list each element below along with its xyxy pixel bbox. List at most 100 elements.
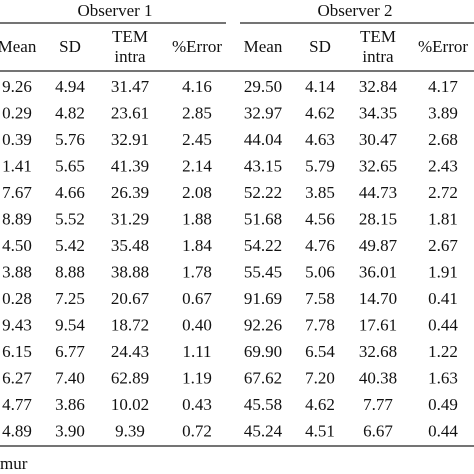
cell: 6.77 bbox=[55, 342, 85, 361]
column-header: SD bbox=[59, 37, 81, 56]
cell: 32.65 bbox=[359, 156, 397, 175]
cell: 38.88 bbox=[111, 262, 149, 281]
cell: 34.35 bbox=[359, 103, 397, 122]
cell: 5.52 bbox=[55, 209, 85, 228]
cell: 1.81 bbox=[428, 209, 458, 228]
cell: 4.76 bbox=[305, 236, 335, 255]
cell: 2.14 bbox=[182, 156, 212, 175]
cell: 4.63 bbox=[305, 130, 335, 149]
cell: 41.39 bbox=[111, 156, 149, 175]
cell: 2.43 bbox=[428, 156, 458, 175]
cell: 7.58 bbox=[305, 289, 335, 308]
column-header: TEM bbox=[112, 27, 148, 46]
cell: 4.77 bbox=[2, 395, 32, 414]
cell: 0.41 bbox=[428, 289, 458, 308]
cell: 4.94 bbox=[55, 77, 85, 96]
cell: 1.41 bbox=[2, 156, 32, 175]
cell: 1.11 bbox=[182, 342, 211, 361]
cell: 4.89 bbox=[2, 421, 32, 440]
cell: 6.67 bbox=[363, 421, 393, 440]
cell: 3.90 bbox=[55, 421, 85, 440]
cell: 45.24 bbox=[244, 421, 283, 440]
cell: 6.54 bbox=[305, 342, 335, 361]
cell: 7.77 bbox=[363, 395, 393, 414]
cell: 29.50 bbox=[244, 77, 282, 96]
cell: 51.68 bbox=[244, 209, 282, 228]
cell: 7.40 bbox=[55, 368, 85, 387]
cell: 43.15 bbox=[244, 156, 282, 175]
column-header: TEM bbox=[360, 27, 396, 46]
cell: 2.72 bbox=[428, 183, 458, 202]
cell: 69.90 bbox=[244, 342, 282, 361]
cell: 0.72 bbox=[182, 421, 212, 440]
cell: 1.88 bbox=[182, 209, 212, 228]
cell: 3.85 bbox=[305, 183, 335, 202]
cell: 45.58 bbox=[244, 395, 282, 414]
column-header: %Error bbox=[418, 37, 468, 56]
cell: 0.49 bbox=[428, 395, 458, 414]
cell: 2.68 bbox=[428, 130, 458, 149]
cell: 26.39 bbox=[111, 183, 149, 202]
cell: 4.66 bbox=[55, 183, 85, 202]
cell: 4.62 bbox=[305, 395, 335, 414]
cell: 32.97 bbox=[244, 103, 283, 122]
cell: 18.72 bbox=[111, 315, 149, 334]
cell: 35.48 bbox=[111, 236, 149, 255]
cell: 31.29 bbox=[111, 209, 149, 228]
cell: 5.65 bbox=[55, 156, 85, 175]
cell: 30.47 bbox=[359, 130, 398, 149]
cell: 4.51 bbox=[305, 421, 335, 440]
cell: 3.86 bbox=[55, 395, 85, 414]
cell: 40.38 bbox=[359, 368, 397, 387]
cell: 5.76 bbox=[55, 130, 85, 149]
cell: 20.67 bbox=[111, 289, 150, 308]
cell: 9.39 bbox=[115, 421, 145, 440]
cell: 1.19 bbox=[182, 368, 212, 387]
cell: 7.67 bbox=[2, 183, 32, 202]
cell: 44.04 bbox=[244, 130, 283, 149]
cell: 5.06 bbox=[305, 262, 335, 281]
cell: 1.78 bbox=[182, 262, 212, 281]
cell: 36.01 bbox=[359, 262, 397, 281]
column-header: intra bbox=[114, 47, 146, 66]
cell: 24.43 bbox=[111, 342, 149, 361]
cell: 55.45 bbox=[244, 262, 282, 281]
cell: 2.85 bbox=[182, 103, 212, 122]
cell: 17.61 bbox=[359, 315, 397, 334]
column-header: Mean bbox=[0, 37, 37, 56]
cell: 9.54 bbox=[55, 315, 85, 334]
cell: 1.63 bbox=[428, 368, 458, 387]
cell: 49.87 bbox=[359, 236, 398, 255]
cell: 6.27 bbox=[2, 368, 32, 387]
cell: 7.78 bbox=[305, 315, 335, 334]
cell: 1.22 bbox=[428, 342, 458, 361]
cell: 8.88 bbox=[55, 262, 85, 281]
cell: 44.73 bbox=[359, 183, 397, 202]
cell: 91.69 bbox=[244, 289, 282, 308]
cell: 3.88 bbox=[2, 262, 32, 281]
cell: 0.29 bbox=[2, 103, 32, 122]
cell: 4.17 bbox=[428, 77, 458, 96]
cell: 32.91 bbox=[111, 130, 149, 149]
cell: 2.45 bbox=[182, 130, 212, 149]
cell: 32.84 bbox=[359, 77, 398, 96]
cell: 10.02 bbox=[111, 395, 149, 414]
cell: 2.08 bbox=[182, 183, 212, 202]
cell: 32.68 bbox=[359, 342, 397, 361]
cell: 52.22 bbox=[244, 183, 282, 202]
cell: 31.47 bbox=[111, 77, 150, 96]
column-header: SD bbox=[309, 37, 331, 56]
cell: 4.50 bbox=[2, 236, 32, 255]
cell: 4.16 bbox=[182, 77, 212, 96]
cell: 0.40 bbox=[182, 315, 212, 334]
cell: 7.25 bbox=[55, 289, 85, 308]
cell: 62.89 bbox=[111, 368, 149, 387]
cell: 5.79 bbox=[305, 156, 335, 175]
group-header: Observer 2 bbox=[317, 1, 392, 20]
cell: 28.15 bbox=[359, 209, 397, 228]
cell: 7.20 bbox=[305, 368, 335, 387]
cell: 0.28 bbox=[2, 289, 32, 308]
cell: 5.42 bbox=[55, 236, 85, 255]
footer: mur bbox=[0, 454, 28, 473]
